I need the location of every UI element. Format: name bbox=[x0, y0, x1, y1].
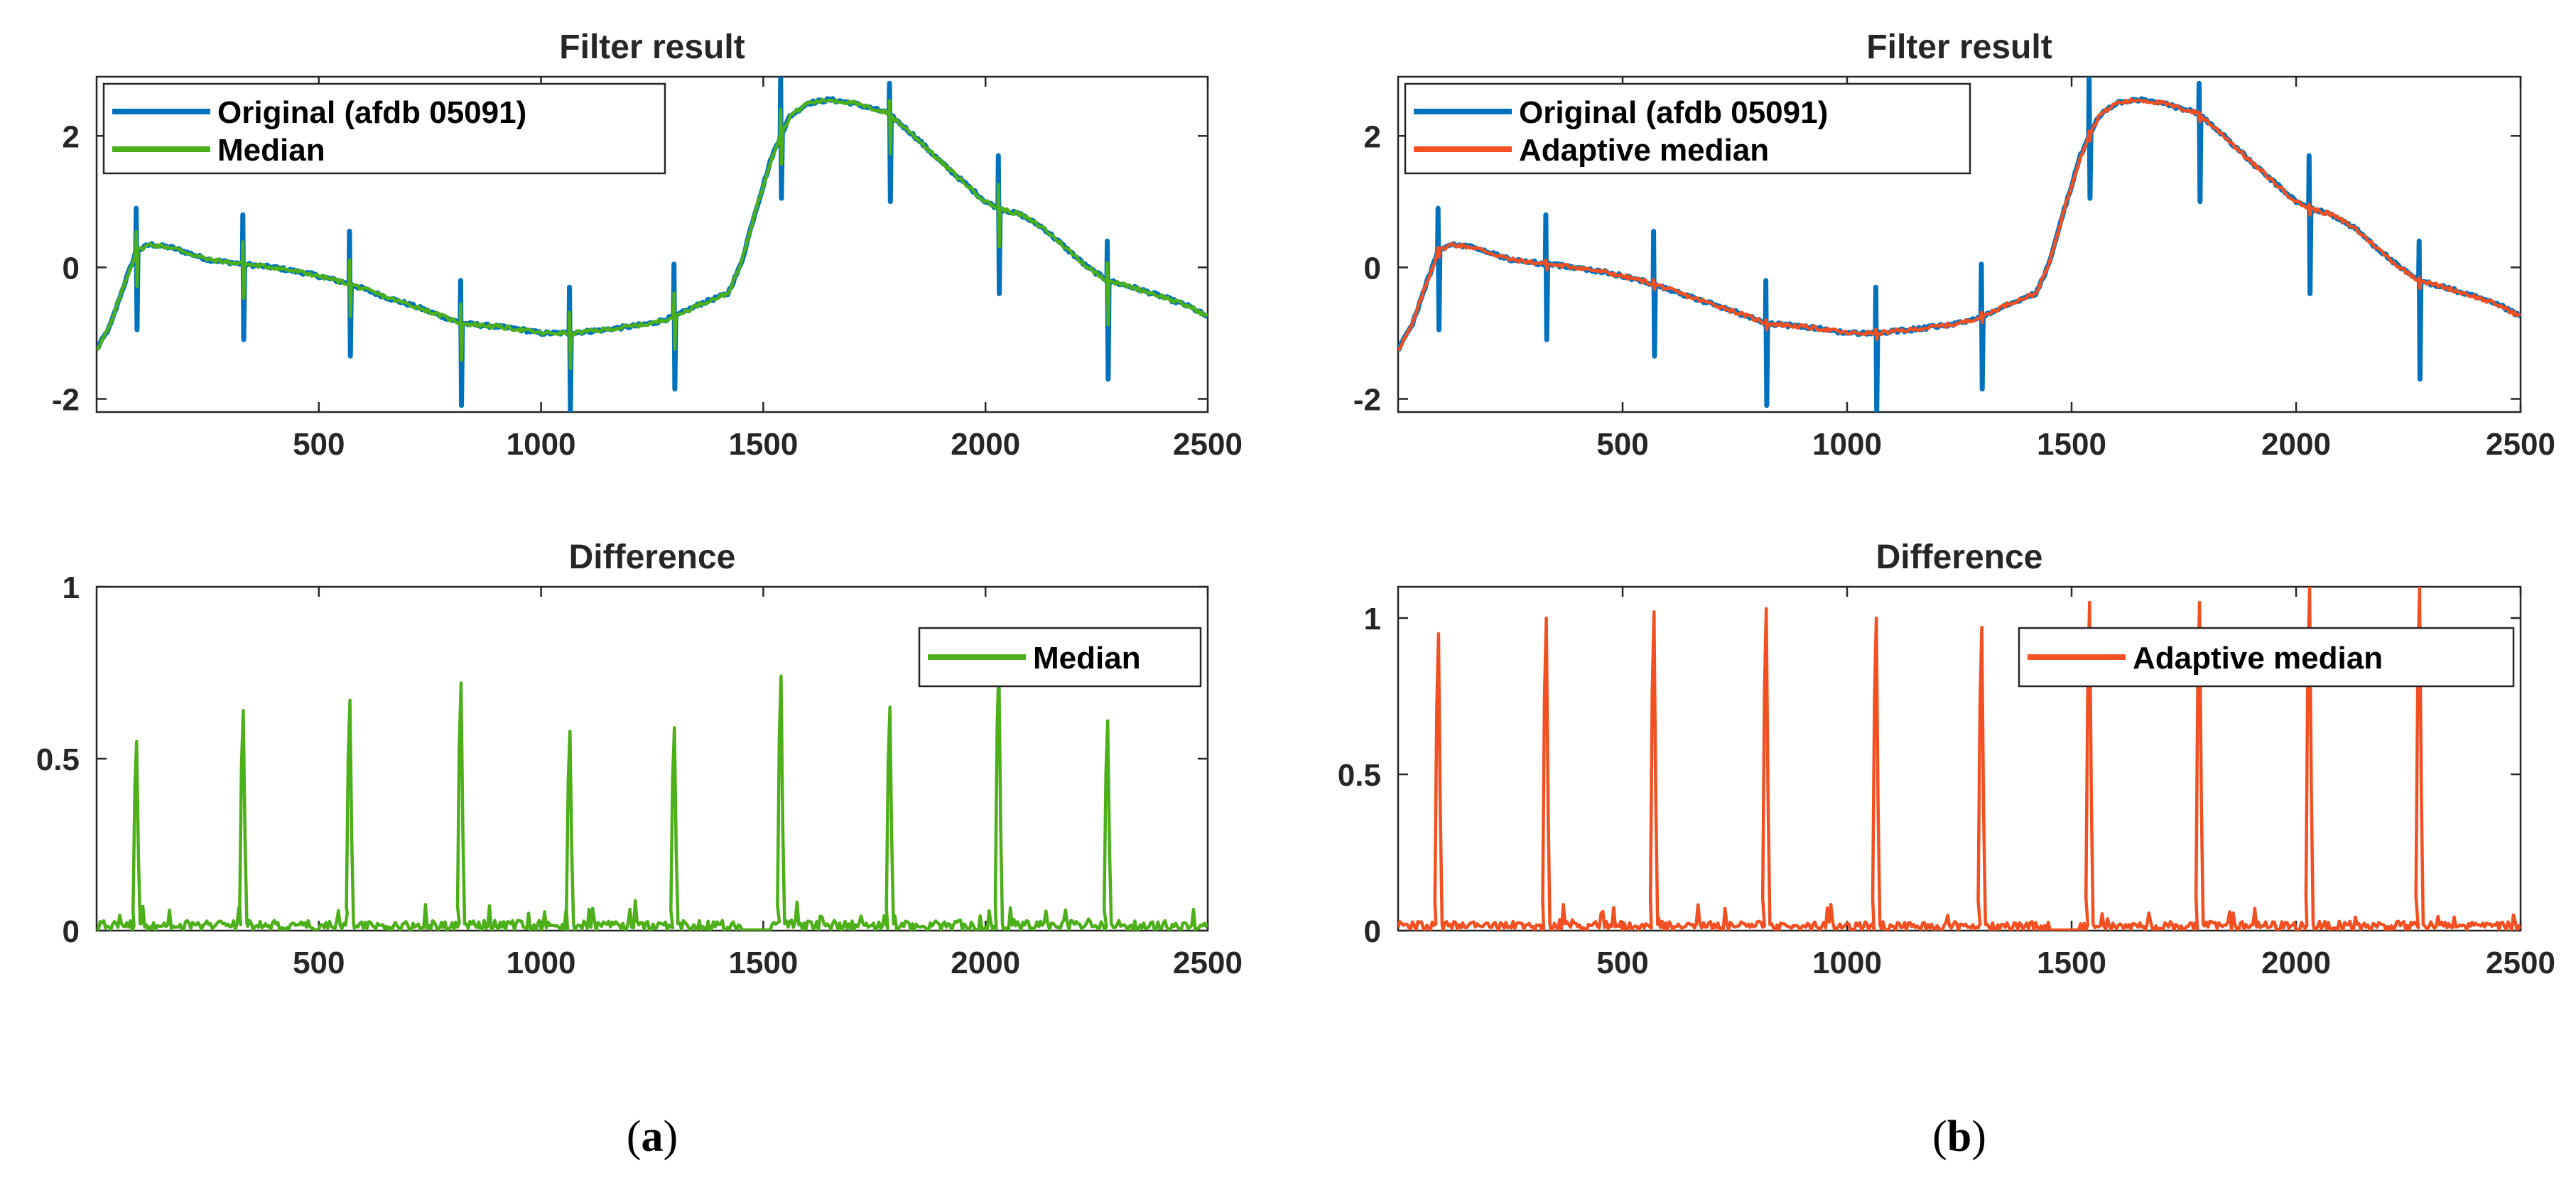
y-tick-label: -2 bbox=[1353, 382, 1381, 417]
legend-label-original: Original (afdb 05091) bbox=[217, 95, 526, 130]
chart-title: Difference bbox=[569, 538, 736, 576]
x-tick-label: 2500 bbox=[2486, 946, 2555, 980]
chart-b-bottom: Difference 500 1000 1500 2000 2500 0 0.5 1 Adapti… bbox=[1338, 538, 2555, 980]
panel-caption-a: (a) bbox=[627, 1112, 678, 1161]
y-tick-label: 2 bbox=[1364, 119, 1381, 154]
x-tick-label: 1500 bbox=[2037, 427, 2106, 462]
plot-area bbox=[1398, 77, 2521, 412]
caption-letter: b bbox=[1947, 1112, 1971, 1161]
legend-label-original: Original (afdb 05091) bbox=[1519, 95, 1828, 130]
y-tick-label: 0 bbox=[1364, 251, 1381, 286]
y-tick-label: 0 bbox=[1364, 914, 1381, 949]
legend-box bbox=[102, 82, 666, 175]
series-difference-line bbox=[1398, 587, 2521, 931]
legend-label-filtered: Adaptive median bbox=[1519, 133, 1769, 168]
legend-box bbox=[1404, 82, 1971, 175]
x-tick-label: 1500 bbox=[2037, 946, 2106, 980]
y-tick-label: 0 bbox=[63, 251, 80, 286]
y-tick-label: -2 bbox=[52, 382, 80, 417]
x-tick-label: 2000 bbox=[2261, 427, 2331, 462]
x-tick-label: 1000 bbox=[507, 427, 576, 462]
legend: Original (afdb 05091)Adaptive median bbox=[1404, 82, 1971, 175]
chart-title: Filter result bbox=[1866, 28, 2052, 66]
chart-title: Difference bbox=[1876, 538, 2043, 576]
x-tick-label: 2000 bbox=[951, 427, 1020, 462]
series-filtered-line bbox=[1398, 97, 2521, 352]
y-tick-label: 1 bbox=[63, 570, 80, 605]
caption-open-paren: ( bbox=[1932, 1112, 1947, 1161]
series-difference-line bbox=[97, 661, 1208, 931]
plot-area bbox=[97, 661, 1208, 931]
caption-close-paren: ) bbox=[664, 1112, 678, 1161]
x-tick-label: 1000 bbox=[507, 946, 576, 980]
plot-area bbox=[1398, 587, 2521, 931]
chart-title: Filter result bbox=[559, 28, 745, 66]
x-tick-label: 500 bbox=[293, 427, 345, 462]
x-tick-label: 500 bbox=[1596, 946, 1648, 980]
y-tick-label: 0 bbox=[63, 914, 80, 949]
legend-label: Median bbox=[1033, 641, 1141, 676]
legend: Adaptive median bbox=[2018, 627, 2515, 688]
series-filtered-line bbox=[97, 97, 1208, 371]
y-tick-label: 0.5 bbox=[36, 742, 80, 777]
legend-label: Adaptive median bbox=[2133, 641, 2383, 676]
x-tick-label: 2500 bbox=[2486, 427, 2555, 462]
chart-b-top: Filter result 500 1000 1500 2000 2500 -2 0 2 Orig… bbox=[1353, 28, 2555, 462]
x-tick-label: 1500 bbox=[728, 427, 798, 462]
x-tick-label: 500 bbox=[1596, 427, 1648, 462]
legend: Median bbox=[918, 627, 1202, 688]
chart-a-top: Filter result 500 1000 1500 2000 2500 -2 0 2 Orig… bbox=[52, 28, 1243, 462]
x-tick-label: 500 bbox=[293, 946, 345, 980]
panel-caption-b: (b) bbox=[1932, 1112, 1986, 1161]
caption-open-paren: ( bbox=[627, 1112, 642, 1161]
y-tick-label: 2 bbox=[63, 119, 80, 154]
legend: Original (afdb 05091)Median bbox=[102, 82, 666, 175]
x-tick-label: 1000 bbox=[1812, 946, 1882, 980]
x-tick-label: 1000 bbox=[1812, 427, 1882, 462]
y-tick-label: 1 bbox=[1364, 602, 1381, 637]
x-tick-label: 1500 bbox=[728, 946, 798, 980]
x-tick-label: 2000 bbox=[2261, 946, 2331, 980]
x-tick-label: 2000 bbox=[951, 946, 1020, 980]
legend-label-filtered: Median bbox=[217, 133, 325, 168]
caption-letter: a bbox=[642, 1112, 664, 1161]
caption-close-paren: ) bbox=[1971, 1112, 1986, 1161]
plot-area bbox=[97, 77, 1208, 412]
x-tick-label: 2500 bbox=[1173, 427, 1243, 462]
y-tick-label: 0.5 bbox=[1338, 758, 1381, 793]
x-tick-label: 2500 bbox=[1173, 946, 1243, 980]
chart-a-bottom: Difference 500 1000 1500 2000 2500 0 0.5 1 Median bbox=[36, 538, 1243, 980]
